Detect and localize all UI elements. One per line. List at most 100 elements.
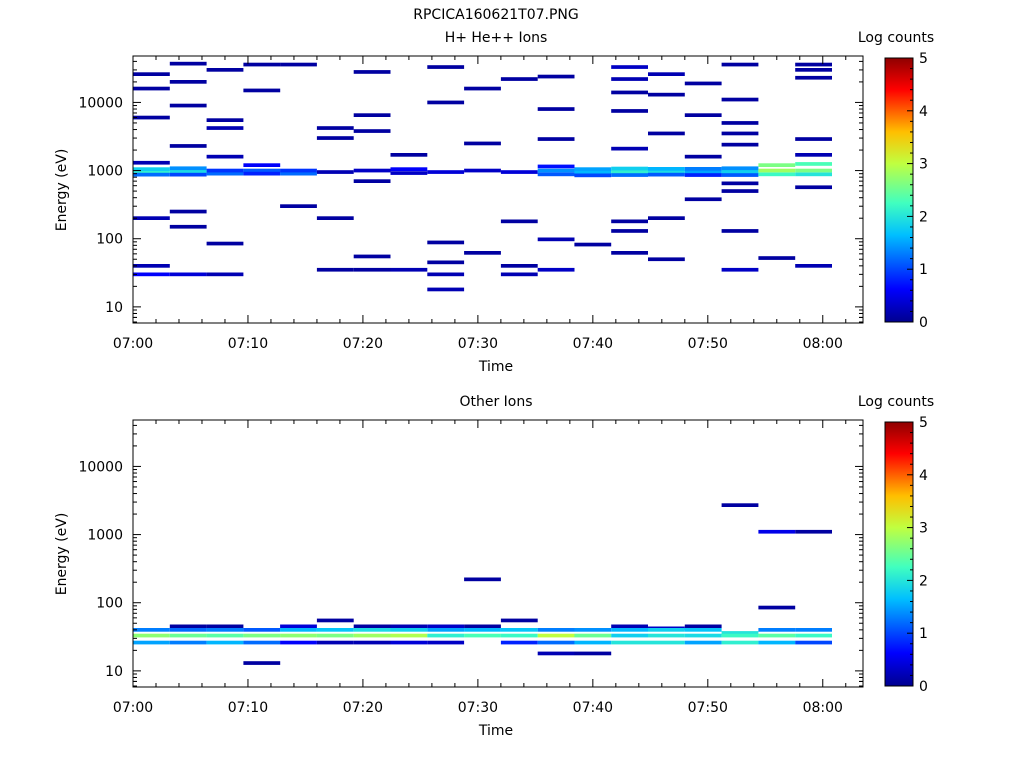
heatmap-cell (133, 167, 170, 171)
heatmap-cell (574, 173, 612, 178)
heatmap-cell (427, 260, 465, 265)
heatmap-cell (427, 640, 465, 645)
heatmap-cell (206, 171, 244, 176)
y-tick-label: 100 (96, 596, 123, 612)
x-tick-label: 07:40 (573, 700, 613, 716)
heatmap-cell (795, 185, 832, 190)
heatmap-cell (427, 633, 465, 638)
colorbar-tick-label: 3 (919, 157, 928, 173)
heatmap-cell (574, 628, 612, 632)
colorbar-tick-label: 1 (919, 262, 928, 278)
heatmap-cell (280, 204, 317, 208)
colorbar-scale (884, 57, 914, 323)
x-axis: 07:00 07:10 07:20 07:30 07:40 07:50 08:00 (113, 420, 847, 716)
x-tick-label: 07:10 (228, 336, 268, 352)
colorbar-label: Log counts (858, 30, 934, 46)
x-tick-label: 07:10 (228, 700, 268, 716)
heatmap-cell (611, 65, 648, 69)
heatmap-cell (353, 129, 391, 133)
heatmap-cell (169, 272, 207, 277)
heatmap-cell (574, 640, 612, 645)
heatmap-cell (133, 272, 170, 277)
heatmap-cell (648, 170, 685, 174)
y-tick-label: 10 (105, 300, 123, 316)
heatmap-cells (133, 503, 832, 665)
colorbar: Log counts 0 1 2 3 4 5 (858, 394, 934, 695)
heatmap-cell (721, 503, 759, 507)
heatmap-cell (500, 77, 538, 81)
heatmap-cell (316, 136, 354, 140)
heatmap-cell (206, 624, 244, 629)
heatmap-cell (795, 62, 832, 67)
heatmap-cell (464, 168, 501, 173)
heatmap-cell (721, 142, 759, 147)
heatmap-cell (243, 661, 281, 665)
heatmap-cell (390, 167, 428, 171)
heatmap-cell (206, 68, 244, 72)
heatmap-cell (684, 154, 722, 159)
heatmap-cell (611, 90, 648, 95)
heatmap-cell (353, 70, 391, 74)
colorbar-tick-label: 1 (919, 626, 928, 642)
heatmap-cell (500, 264, 538, 268)
heatmap-cell (390, 640, 428, 645)
heatmap-cell (611, 624, 648, 629)
y-axis: 10 100 1000 10000 (78, 424, 863, 687)
heatmap-cell (280, 628, 317, 632)
heatmap-cell (611, 628, 648, 632)
heatmap-cell (537, 107, 575, 111)
heatmap-cell (758, 163, 796, 167)
heatmap-cell (537, 628, 575, 632)
heatmap-cell (721, 62, 759, 67)
heatmap-cell (316, 170, 354, 174)
heatmap-cell (721, 181, 759, 186)
x-tick-label: 07:00 (113, 336, 153, 352)
heatmap-cell (684, 167, 722, 171)
heatmap-cell (758, 529, 796, 534)
heatmap-cells (133, 61, 832, 292)
heatmap-cell (500, 633, 538, 638)
heatmap-cell (464, 577, 501, 582)
heatmap-cell (169, 624, 207, 629)
heatmap-cell (133, 170, 170, 174)
colorbar-scale (884, 421, 914, 687)
heatmap-cell (795, 529, 832, 534)
panel-title: Other Ions (459, 394, 532, 410)
heatmap-cell (721, 631, 759, 635)
heatmap-cell (464, 628, 501, 632)
heatmap-cell (721, 640, 759, 645)
heatmap-cell (353, 640, 391, 645)
heatmap-cell (648, 216, 685, 220)
heatmap-cell (206, 241, 244, 246)
heatmap-cell (611, 77, 648, 81)
heatmap-cell (611, 219, 648, 224)
heatmap-cell (537, 74, 575, 79)
heatmap-cell (353, 113, 391, 117)
x-tick-label: 07:20 (343, 336, 383, 352)
heatmap-cell (243, 171, 281, 176)
x-tick-label: 08:00 (803, 700, 843, 716)
heatmap-cell (464, 86, 501, 91)
heatmap-cell (427, 624, 465, 629)
heatmap-cell (574, 167, 612, 171)
x-tick-label: 07:30 (458, 700, 498, 716)
colorbar-tick-label: 3 (919, 521, 928, 537)
heatmap-cell (537, 137, 575, 141)
heatmap-cell (684, 628, 722, 632)
heatmap-cell (206, 126, 244, 130)
heatmap-cell (353, 267, 391, 272)
heatmap-cell (353, 624, 391, 629)
heatmap-cell (353, 254, 391, 259)
plot-frame (132, 55, 864, 324)
heatmap-cell (721, 229, 759, 233)
y-axis: 10 100 1000 10000 (78, 60, 863, 323)
x-axis: 07:00 07:10 07:20 07:30 07:40 07:50 08:00 (113, 56, 847, 352)
heatmap-cell (169, 633, 207, 638)
heatmap-cell (316, 126, 354, 130)
heatmap-cell (611, 251, 648, 255)
heatmap-cell (280, 168, 317, 173)
heatmap-cell (243, 88, 281, 93)
panel-other-ions: Other Ions 07:00 07:10 07:20 07:30 07:40 07:5… (54, 394, 934, 739)
heatmap-cell (758, 172, 796, 177)
heatmap-cell (500, 618, 538, 623)
